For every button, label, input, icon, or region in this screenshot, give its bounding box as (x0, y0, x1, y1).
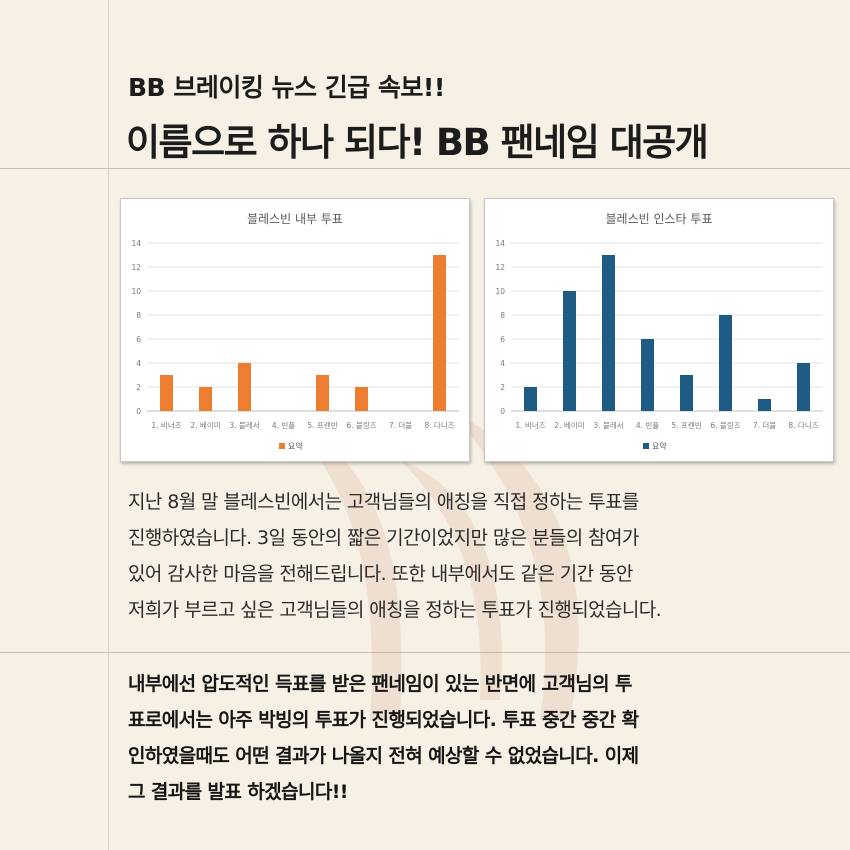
y-tick-label: 12 (495, 263, 505, 272)
y-tick-label: 12 (131, 263, 141, 272)
y-tick-label: 10 (495, 287, 505, 296)
result-line: 내부에선 압도적인 득표를 받은 팬네임이 있는 반면에 고객님의 투 (128, 673, 632, 695)
bar (641, 339, 654, 411)
bar (758, 399, 771, 411)
headline-title: 이름으로 하나 되다! BB 팬네임 대공개 (126, 121, 709, 164)
chart-internal-vote-card: 블레스빈 내부 투표 0 2 4 6 8 10 12 14 1. 비너즈 2. 베이미 3. 블레서 4… (120, 198, 470, 462)
result-line: 표로에서는 아주 박빙의 투표가 진행되었습니다. 투표 중간 중간 확 (128, 709, 639, 731)
x-tick-label: 4. 빈플 (636, 421, 659, 430)
y-tick-label: 14 (131, 239, 141, 248)
x-tick-label: 3. 블레서 (229, 421, 259, 430)
x-tick-label: 5. 프렌빈 (307, 420, 337, 430)
y-tick-label: 2 (136, 383, 141, 392)
legend-swatch (643, 443, 649, 449)
x-tick-label: 6. 블링즈 (710, 420, 740, 430)
x-tick-label: 3. 블레서 (593, 421, 623, 430)
x-tick-label: 5. 프렌빈 (671, 420, 701, 430)
result-line: 그 결과를 발표 하겠습니다!! (128, 781, 348, 803)
bar (524, 387, 537, 411)
y-tick-label: 0 (136, 407, 141, 416)
result-paragraph: 내부에선 압도적인 득표를 받은 팬네임이 있는 반면에 고객님의 투 표로에서… (128, 666, 818, 810)
y-tick-label: 8 (136, 311, 141, 320)
x-tick-label: 2. 베이미 (554, 420, 584, 430)
y-tick-label: 14 (495, 239, 505, 248)
intro-line: 지난 8월 말 블레스빈에서는 고객님들의 애칭을 직접 정하는 투표를 (128, 491, 639, 513)
header-divider (0, 168, 850, 169)
y-tick-label: 6 (500, 335, 505, 344)
y-tick-label: 2 (500, 383, 505, 392)
section-divider (0, 652, 850, 653)
x-tick-label: 4. 빈플 (272, 421, 295, 430)
x-tick-label: 1. 비너즈 (151, 420, 181, 430)
x-tick-label: 8. 다니즈 (424, 421, 454, 430)
bar (355, 387, 368, 411)
y-tick-label: 10 (131, 287, 141, 296)
x-tick-label: 7. 더블 (389, 421, 412, 430)
y-tick-label: 4 (500, 359, 505, 368)
bar (563, 291, 576, 411)
bar (199, 387, 212, 411)
legend-label: 요약 (652, 441, 667, 451)
result-line: 인하였을때도 어떤 결과가 나올지 전혀 예상할 수 없었습니다. 이제 (128, 745, 639, 767)
y-tick-label: 8 (500, 311, 505, 320)
margin-line (108, 0, 109, 850)
headline-subtitle: BB 브레이킹 뉴스 긴급 속보!! (128, 73, 445, 102)
x-tick-label: 2. 베이미 (190, 420, 220, 430)
bar (238, 363, 251, 411)
bar (160, 375, 173, 411)
bar (797, 363, 810, 411)
x-tick-label: 7. 더블 (753, 421, 776, 430)
bar (316, 375, 329, 411)
legend-swatch (279, 443, 285, 449)
bar (719, 315, 732, 411)
x-tick-label: 1. 비너즈 (515, 420, 545, 430)
intro-line: 있어 감사한 마음을 전해드립니다. 또한 내부에서도 같은 기간 동안 (128, 563, 633, 585)
y-tick-label: 0 (500, 407, 505, 416)
intro-paragraph: 지난 8월 말 블레스빈에서는 고객님들의 애칭을 직접 정하는 투표를 진행하… (128, 484, 818, 628)
y-tick-label: 6 (136, 335, 141, 344)
x-tick-label: 8. 다니즈 (788, 421, 818, 430)
bar (680, 375, 693, 411)
chart-title: 블레스빈 내부 투표 (247, 212, 343, 226)
y-tick-label: 4 (136, 359, 141, 368)
chart-insta-vote: 블레스빈 인스타 투표 0 2 4 6 8 10 12 14 1. 비너즈 2. 베이미 3. 블레서… (495, 212, 823, 451)
intro-line: 저희가 부르고 싶은 고객님들의 애칭을 정하는 투표가 진행되었습니다. (128, 599, 662, 621)
intro-line: 진행하였습니다. 3일 동안의 짧은 기간이었지만 많은 분들의 참여가 (128, 527, 639, 549)
bar (602, 255, 615, 411)
x-tick-label: 6. 블링즈 (346, 420, 376, 430)
chart-insta-vote-card: 블레스빈 인스타 투표 0 2 4 6 8 10 12 14 1. 비너즈 2. 베이미 3. 블레서… (484, 198, 834, 462)
chart-internal-vote: 블레스빈 내부 투표 0 2 4 6 8 10 12 14 1. 비너즈 2. 베이미 3. 블레서 4… (131, 212, 459, 451)
brand-watermark (290, 410, 579, 720)
legend-label: 요약 (288, 441, 303, 451)
bar (433, 255, 446, 411)
chart-title: 블레스빈 인스타 투표 (606, 212, 713, 226)
